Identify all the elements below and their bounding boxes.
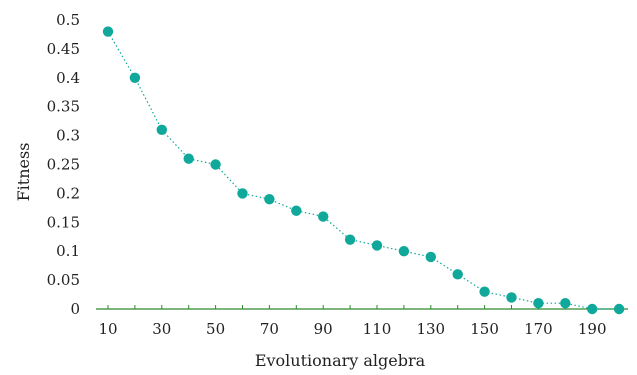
y-tick-label: 0.3 <box>56 127 80 145</box>
data-point <box>183 153 194 164</box>
y-tick-labels: 0 0.05 0.1 0.15 0.2 0.25 0.3 0.35 0.4 0.45 0.5 <box>47 11 80 318</box>
series-line <box>107 31 620 310</box>
data-point <box>371 240 383 251</box>
y-axis-title: Fitness <box>14 143 33 202</box>
y-tick-label: 0.15 <box>47 213 80 231</box>
y-tick-label: 0.1 <box>56 242 80 260</box>
x-tick-label: 110 <box>363 320 392 338</box>
data-point <box>506 292 517 303</box>
data-point <box>533 298 544 309</box>
data-point <box>613 303 625 315</box>
y-tick-label: 0.5 <box>56 11 80 29</box>
data-point <box>479 286 490 297</box>
x-tick-label: 170 <box>524 320 553 338</box>
x-tick-label: 30 <box>152 320 171 338</box>
data-point <box>102 26 114 37</box>
data-point <box>156 124 167 136</box>
y-tick-label: 0.25 <box>47 156 80 174</box>
y-tick-label: 0.45 <box>47 40 80 58</box>
data-point <box>398 246 410 257</box>
y-tick-label: 0.2 <box>56 184 80 202</box>
data-point <box>210 159 221 170</box>
x-tick-label: 70 <box>260 320 279 338</box>
data-point <box>425 251 436 263</box>
x-tick-label: 190 <box>578 320 607 338</box>
data-point <box>291 205 302 216</box>
data-point <box>344 234 356 245</box>
y-tick-label: 0.35 <box>47 98 80 116</box>
y-tick-label: 0.05 <box>47 271 80 289</box>
x-tick-label: 50 <box>206 320 225 338</box>
data-point <box>452 269 463 280</box>
y-tick-label: 0 <box>70 300 80 318</box>
data-point <box>587 303 598 315</box>
data-point <box>129 72 141 84</box>
x-tick-label: 10 <box>98 320 117 338</box>
x-tick-label: 90 <box>314 320 333 338</box>
data-point <box>237 188 248 199</box>
y-tick-label: 0.4 <box>56 69 80 87</box>
data-point <box>560 298 571 309</box>
data-points <box>102 26 625 315</box>
x-axis-title: Evolutionary algebra <box>255 351 426 370</box>
x-tick-label: 150 <box>470 320 499 338</box>
x-tick-label: 130 <box>416 320 445 338</box>
data-point <box>318 211 329 222</box>
x-tick-labels: 10 30 50 70 90 110 130 150 170 190 <box>98 320 606 338</box>
data-point <box>264 193 275 205</box>
